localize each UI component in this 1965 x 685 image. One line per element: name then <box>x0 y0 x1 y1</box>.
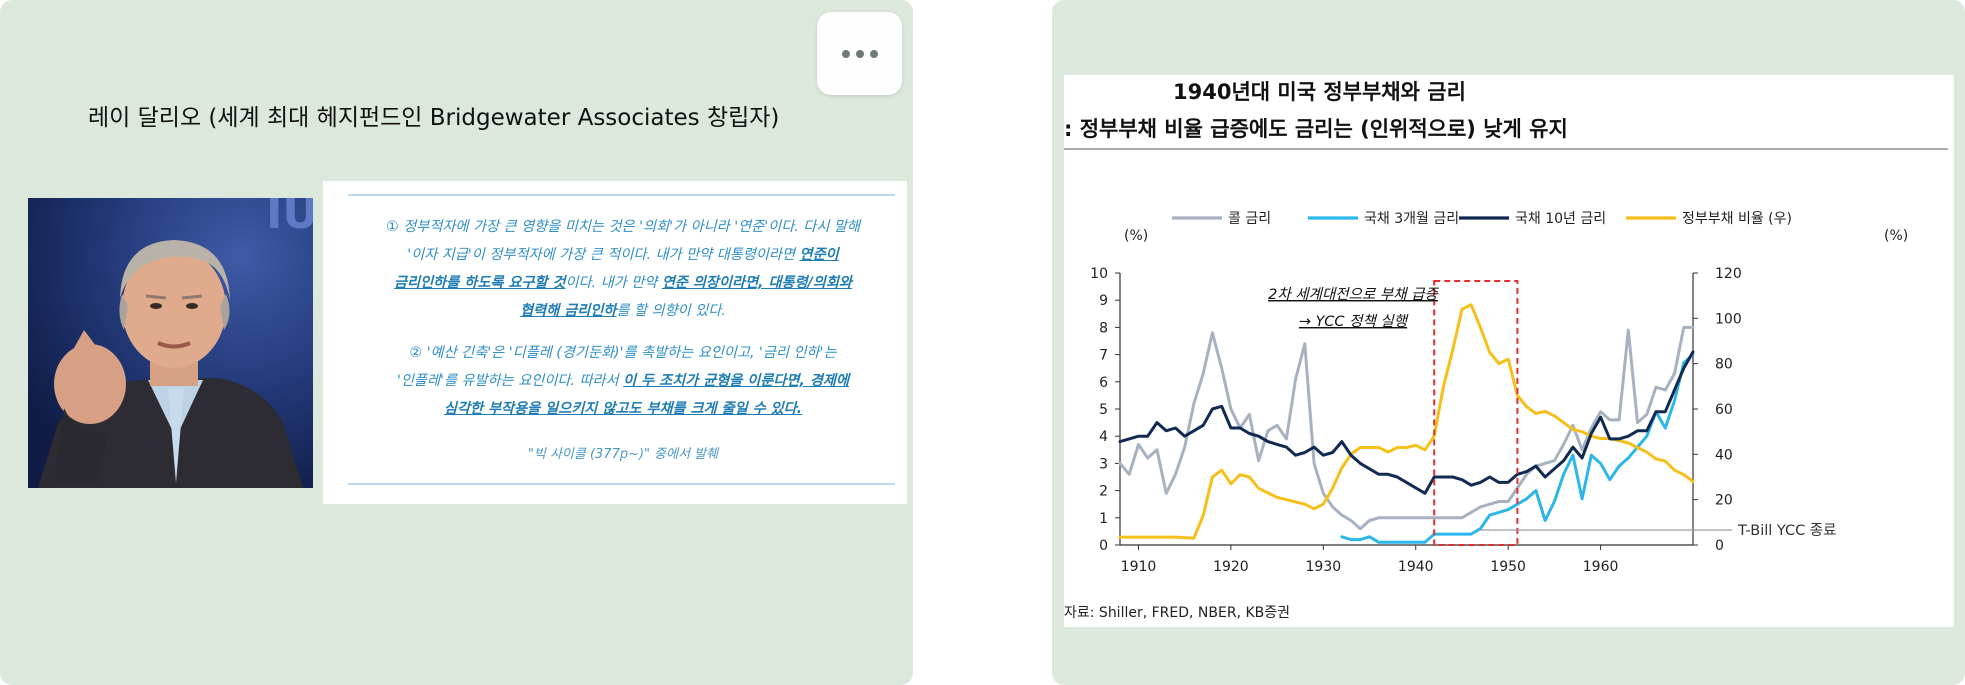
quote-emphasis: 심각한 부작용을 일으키지 않고도 부채를 크게 줄일 수 있다. <box>443 401 803 417</box>
legend-label: 정부부채 비율 (우) <box>1682 211 1792 227</box>
quote-line: '이자 지급'이 정부적자에 가장 큰 적이다. 내가 만약 대통령이라면 연준… <box>407 247 839 263</box>
right-tick-label: 0 <box>1715 538 1724 554</box>
right-tick-label: 20 <box>1715 493 1733 509</box>
x-tick-label: 1950 <box>1490 559 1526 575</box>
left-tick-label: 4 <box>1099 429 1108 445</box>
chart-title-line-1: 1940년대 미국 정부부채와 금리 <box>1173 80 1466 104</box>
left-tick-label: 6 <box>1099 375 1108 391</box>
legend-label: 국채 10년 금리 <box>1515 211 1606 227</box>
quote-source: "빅 사이클 (377p~)" 중에서 발췌 <box>527 447 719 462</box>
x-tick-label: 1920 <box>1213 559 1249 575</box>
source-note: 자료: Shiller, FRED, NBER, KB증권 <box>1064 605 1290 621</box>
series-line-1 <box>1340 353 1695 544</box>
chart-title-line-2: : 정부부채 비율 급증에도 금리는 (인위적으로) 낮게 유지 <box>1064 117 1568 141</box>
x-tick-label: 1940 <box>1398 559 1434 575</box>
right-axis-unit: (%) <box>1884 228 1908 244</box>
ycc-end-label: T-Bill YCC 종료 <box>1737 523 1837 539</box>
quote-line: ② '예산 긴축'은 '디플레 (경기둔화)'를 촉발하는 요인이고, '금리 … <box>409 345 837 361</box>
portrait-photo: IU <box>28 198 313 488</box>
quote-emphasis: 금리인하를 하도록 요구할 것 <box>394 275 566 291</box>
quote-line: ① 정부적자에 가장 큰 영향을 미치는 것은 '의회'가 아니라 '연준'이다… <box>385 219 860 235</box>
left-tick-label: 9 <box>1099 293 1108 309</box>
legend-label: 국채 3개월 금리 <box>1364 211 1459 227</box>
quote-line: 협력해 금리인하를 할 의향이 있다. <box>520 303 726 319</box>
quote-emphasis: 이 두 조치가 균형을 이룬다면, 경제에 <box>623 373 849 389</box>
series-line-0 <box>1118 325 1695 531</box>
more-horizontal-icon <box>841 49 878 58</box>
left-tick-label: 8 <box>1099 320 1108 336</box>
left-tick-label: 7 <box>1099 348 1108 364</box>
quote-emphasis: 협력해 금리인하 <box>520 303 617 319</box>
chart-panel: 1940년대 미국 정부부채와 금리 : 정부부채 비율 급증에도 금리는 (인… <box>1064 75 1954 627</box>
svg-text:IU: IU <box>266 198 313 239</box>
slide-title: 레이 달리오 (세계 최대 헤지펀드인 Bridgewater Associat… <box>88 105 780 131</box>
chart-legend: 콜 금리 국채 3개월 금리 국채 10년 금리 정부부채 비율 (우) <box>1172 211 1792 227</box>
legend-label: 콜 금리 <box>1228 211 1271 227</box>
x-tick-label: 1930 <box>1306 559 1342 575</box>
quote-paragraph-2: ② '예산 긴축'은 '디플레 (경기둔화)'를 촉발하는 요인이고, '금리 … <box>343 339 903 423</box>
quote-line: 심각한 부작용을 일으키지 않고도 부채를 크게 줄일 수 있다. <box>343 395 903 423</box>
quote-paragraph-1: ① 정부적자에 가장 큰 영향을 미치는 것은 '의회'가 아니라 '연준'이다… <box>343 213 903 325</box>
war-annotation-line-2: → YCC 정책 실행 <box>1299 314 1409 330</box>
series-line-2 <box>1118 350 1695 495</box>
quote-emphasis: 연준 의장이라면, 대통령/의회와 <box>661 275 852 291</box>
series-layer <box>1118 303 1695 544</box>
quote-box: ① 정부적자에 가장 큰 영향을 미치는 것은 '의회'가 아니라 '연준'이다… <box>323 181 907 504</box>
left-tick-label: 1 <box>1099 511 1108 527</box>
quote-top-rule <box>348 194 895 196</box>
right-tick-label: 80 <box>1715 357 1733 373</box>
right-tick-label: 60 <box>1715 402 1733 418</box>
war-annotation-line-1: 2차 세계대전으로 부채 급증 <box>1268 287 1439 303</box>
quote-bottom-rule <box>348 483 895 485</box>
chart-svg: 1940년대 미국 정부부채와 금리 : 정부부채 비율 급증에도 금리는 (인… <box>1064 80 1948 621</box>
right-tick-label: 100 <box>1715 311 1742 327</box>
quote-line: '인플레'를 유발하는 요인이다. 따라서 이 두 조치가 균형을 이룬다면, … <box>396 373 849 389</box>
x-tick-label: 1910 <box>1121 559 1157 575</box>
left-tick-label: 0 <box>1099 538 1108 554</box>
left-tick-label: 3 <box>1099 456 1108 472</box>
x-tick-label: 1960 <box>1583 559 1619 575</box>
left-tick-label: 10 <box>1090 266 1108 282</box>
right-tick-label: 40 <box>1715 447 1733 463</box>
series-line-3 <box>1118 303 1695 540</box>
portrait-image: IU <box>28 198 313 488</box>
right-tick-label: 120 <box>1715 266 1742 282</box>
left-tick-label: 2 <box>1099 484 1108 500</box>
left-axis-unit: (%) <box>1124 228 1148 244</box>
more-options-button[interactable] <box>817 12 902 95</box>
left-tick-label: 5 <box>1099 402 1108 418</box>
quote-line: 금리인하를 하도록 요구할 것이다. 내가 만약 연준 의장이라면, 대통령/의… <box>394 275 852 291</box>
quote-emphasis: 연준이 <box>799 247 839 263</box>
ycc-highlight-box <box>1433 280 1519 546</box>
